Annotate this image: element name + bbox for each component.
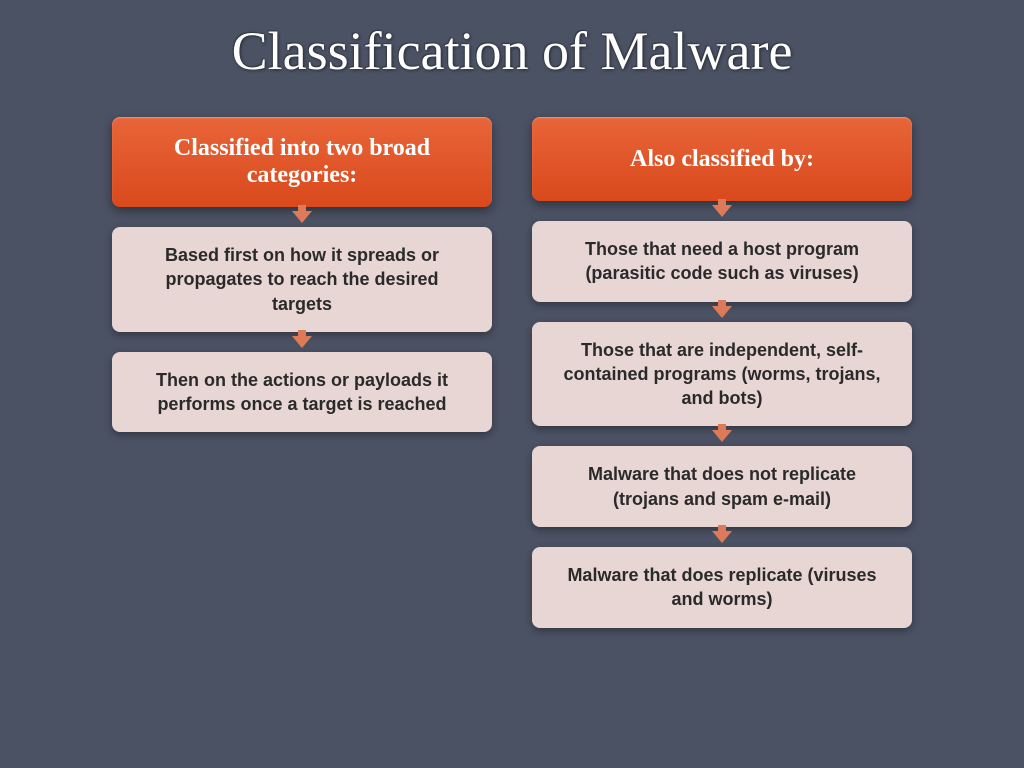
content-item: Then on the actions or payloads it perfo… — [112, 352, 492, 433]
column-header: Also classified by: — [532, 117, 912, 201]
column-header: Classified into two broad categories: — [112, 117, 492, 207]
columns-container: Classified into two broad categories: Ba… — [0, 117, 1024, 628]
content-item: Malware that does replicate (viruses and… — [532, 547, 912, 628]
column-right: Also classified by: Those that need a ho… — [532, 117, 912, 628]
arrow-down-icon — [712, 205, 732, 217]
page-title: Classification of Malware — [0, 0, 1024, 117]
content-item: Those that are independent, self-contain… — [532, 322, 912, 427]
arrow-down-icon — [712, 531, 732, 543]
content-item: Based first on how it spreads or propaga… — [112, 227, 492, 332]
arrow-down-icon — [292, 211, 312, 223]
column-left: Classified into two broad categories: Ba… — [112, 117, 492, 628]
arrow-down-icon — [712, 430, 732, 442]
content-item: Those that need a host program (parasiti… — [532, 221, 912, 302]
arrow-down-icon — [712, 306, 732, 318]
arrow-down-icon — [292, 336, 312, 348]
content-item: Malware that does not replicate (trojans… — [532, 446, 912, 527]
